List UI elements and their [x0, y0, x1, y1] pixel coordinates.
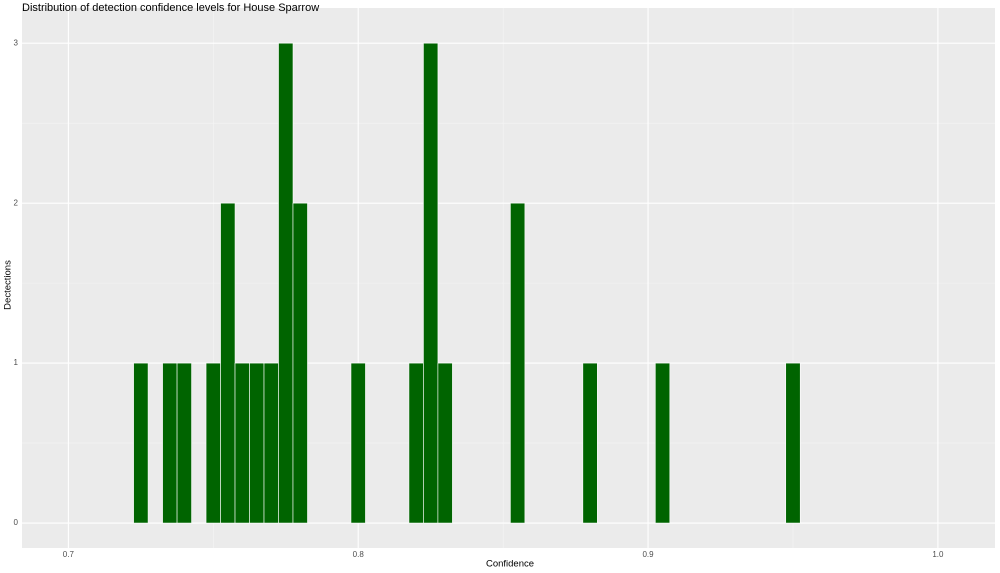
- x-axis-title: Confidence: [486, 559, 534, 570]
- bar: [510, 202, 526, 524]
- bar: [350, 362, 366, 524]
- x-tick-label: 0.9: [642, 550, 654, 559]
- bar: [278, 42, 294, 524]
- y-axis-title: Dectections: [3, 260, 14, 310]
- bar: [292, 202, 308, 524]
- bar: [176, 362, 192, 524]
- bar: [133, 362, 149, 524]
- bar: [249, 362, 265, 524]
- bar: [263, 362, 279, 524]
- bar: [408, 362, 424, 524]
- y-tick-label: 1: [14, 358, 19, 367]
- bar: [655, 362, 671, 524]
- x-tick-label: 0.7: [63, 550, 75, 559]
- bar: [582, 362, 598, 524]
- y-tick-label: 2: [14, 198, 19, 207]
- bar: [423, 42, 439, 524]
- bar: [220, 202, 236, 524]
- chart-title: Distribution of detection confidence lev…: [22, 2, 319, 14]
- x-tick-label: 1.0: [932, 550, 944, 559]
- y-tick-label: 3: [14, 38, 19, 47]
- bar: [234, 362, 250, 524]
- bar: [437, 362, 453, 524]
- bar: [785, 362, 801, 524]
- bar: [162, 362, 178, 524]
- y-tick-label: 0: [14, 518, 19, 527]
- x-tick-label: 0.8: [353, 550, 365, 559]
- bars: [133, 42, 801, 524]
- bar: [205, 362, 221, 524]
